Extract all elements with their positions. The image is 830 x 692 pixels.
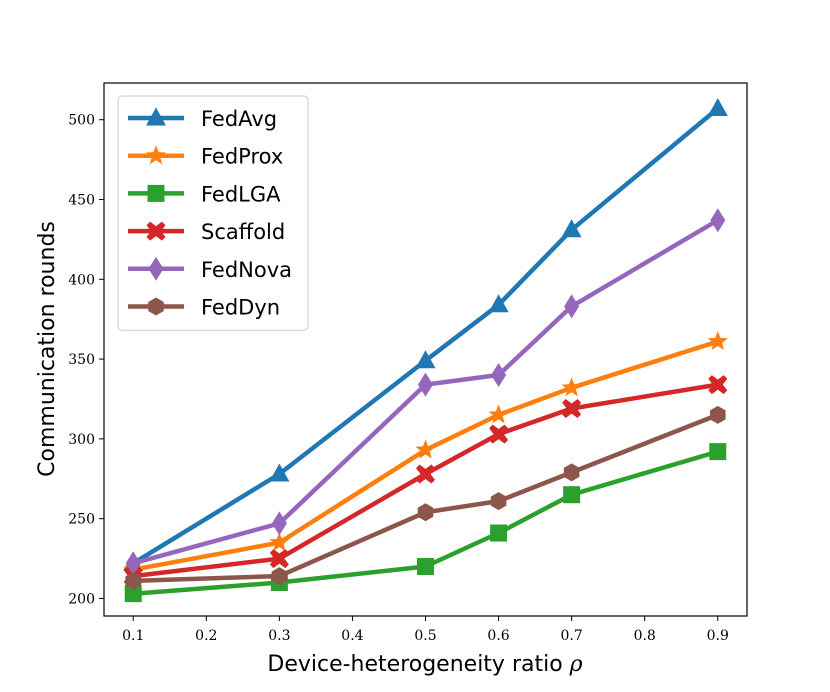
legend-marker-feddyn [148,297,164,316]
legend-marker-fedavg [146,107,166,126]
legend-entry-fedlga: FedLGA [128,182,281,206]
y-axis-label: Communication rounds [35,221,60,477]
series-fednova [125,208,726,576]
axis-ticks: 0.1 0.2 0.3 0.4 0.5 0.6 0.7 0.8 0.9 200 250 300 350 4… [68,113,729,644]
legend-entry-fednova: FedNova [128,256,292,282]
data-point-fedprox [415,439,436,459]
series-scaffold [123,375,728,586]
plot-marks [123,98,728,603]
series-line-fedavg [130,106,721,566]
data-point-fedprox [561,377,582,397]
legend-marker-fedlga [147,184,165,202]
data-point-fedavg [269,463,290,482]
data-point-fednova [271,511,287,536]
legend-label: FedProx [201,145,283,169]
data-point-feddyn [417,503,434,522]
x-tick-label: 0.9 [707,628,729,644]
data-point-fedlga [563,486,581,504]
data-point-fednova [564,294,580,319]
y-tick-label: 500 [68,113,95,129]
legend-entry-feddyn: FedDyn [128,296,280,320]
x-axis-label-symbol: ρ [569,652,583,677]
data-point-fedlga [709,443,727,461]
data-point-fedavg [561,219,582,238]
series-feddyn [125,405,726,590]
data-point-feddyn [563,463,580,482]
x-tick-label: 0.1 [122,628,144,644]
data-point-scaffold [562,399,582,418]
data-point-fedprox [488,404,509,424]
legend-entry-scaffold: Scaffold [128,220,285,244]
legend-label: FedAvg [201,107,277,131]
series-line-fedprox [130,339,721,572]
data-point-fedlga [124,585,142,603]
x-tick-label: 0.5 [414,628,436,644]
x-tick-label: 0.2 [195,628,217,644]
data-point-feddyn [710,405,726,424]
data-point-scaffold [416,464,435,484]
x-axis-label-text: Device-heterogeneity ratio [267,652,562,677]
data-point-feddyn [271,567,288,586]
y-tick-label: 300 [68,432,95,448]
series-line-fedlga [130,449,721,596]
data-point-fednova [418,372,433,397]
data-point-fedavg [415,350,436,369]
data-point-fedavg [488,294,509,313]
legend-label: FedDyn [201,296,280,320]
x-tick-label: 0.3 [268,628,290,644]
data-point-fednova [710,208,726,233]
data-point-fedavg [707,98,728,116]
data-point-fedlga [417,558,434,576]
y-tick-label: 400 [68,272,95,288]
legend-entry-fedavg: FedAvg [128,107,277,131]
data-point-scaffold [269,549,289,569]
x-axis-label: Device-heterogeneity ratio ρ [267,652,582,677]
data-point-scaffold [489,424,509,444]
legend-entry-fedprox: FedProx [128,145,283,169]
y-tick-label: 450 [68,192,95,208]
legend-marker-scaffold [146,221,166,241]
legend: FedAvg FedProx FedLGA Scaffold FedNova FedDyn [117,95,309,331]
data-point-feddyn [125,571,141,590]
data-point-fedlga [490,524,508,542]
x-tick-label: 0.7 [561,628,583,644]
legend-label: Scaffold [201,220,285,244]
x-tick-label: 0.6 [487,628,509,644]
y-tick-label: 200 [68,591,95,607]
x-tick-label: 0.4 [341,628,363,644]
data-point-feddyn [490,492,507,511]
data-point-fednova [491,363,507,387]
data-point-fednova [125,551,141,576]
data-point-scaffold [708,375,728,395]
y-tick-label: 250 [68,512,95,528]
data-point-fedprox [707,331,728,350]
legend-label: FedNova [201,258,292,282]
series-line-feddyn [130,412,721,584]
data-point-fedprox [269,532,290,552]
y-tick-label: 350 [68,352,95,368]
x-tick-label: 0.8 [634,628,656,644]
plot-frame [103,82,748,617]
legend-label: FedLGA [201,182,281,206]
legend-marker-fednova [148,256,164,281]
legend-marker-fedprox [146,145,166,165]
series-line-scaffold [130,382,721,579]
series-line-fednova [130,217,721,566]
